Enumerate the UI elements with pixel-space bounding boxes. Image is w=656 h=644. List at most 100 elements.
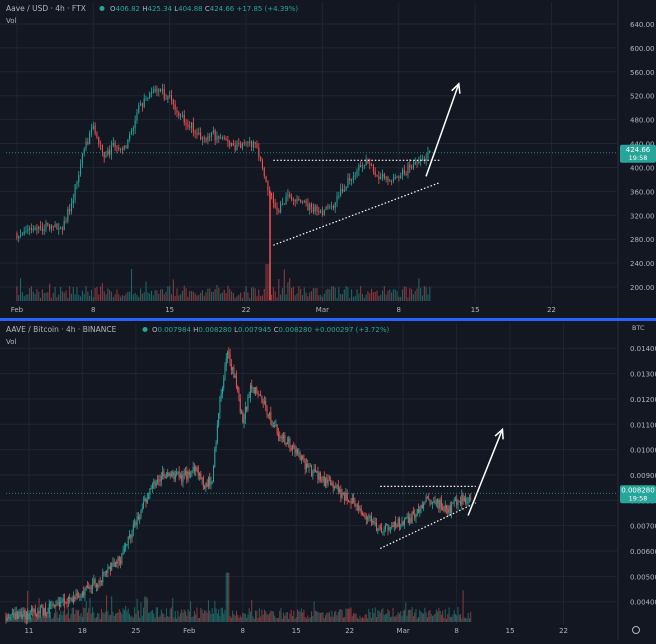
ohlc-part: 0.008280	[279, 326, 315, 334]
volume-bar	[319, 613, 321, 622]
candle-body	[299, 452, 301, 461]
volume-bar	[371, 288, 373, 301]
volume-bar	[346, 608, 348, 622]
volume-bar	[43, 609, 45, 622]
volume-bar	[192, 291, 194, 301]
volume-bar	[382, 608, 384, 622]
volume-bar	[418, 617, 420, 622]
volume-bar	[305, 618, 307, 622]
volume-bar	[242, 612, 244, 622]
volume-bar	[347, 287, 349, 301]
candle-body	[218, 135, 220, 139]
candle-body	[189, 126, 191, 128]
volume-bar	[218, 287, 220, 301]
volume-bar	[56, 297, 58, 301]
candle-body	[342, 493, 344, 494]
candle-body	[364, 516, 366, 518]
volume-bar	[258, 608, 260, 622]
candle-body	[183, 473, 185, 475]
candle-body	[200, 132, 202, 140]
candle-body	[407, 516, 409, 524]
support-line[interactable]	[379, 502, 476, 550]
candle-body	[287, 194, 289, 197]
volume-bar	[196, 295, 198, 301]
volume-bar	[285, 294, 287, 301]
volume-bar	[414, 291, 416, 301]
projection-arrow[interactable]	[425, 83, 460, 177]
candle-body	[225, 138, 227, 141]
candle-body	[97, 584, 99, 588]
candle-body	[140, 510, 142, 517]
candle-body	[34, 609, 36, 615]
volume-bar	[43, 292, 45, 301]
symbol-title[interactable]: Aave / USD · 4h · FTX	[6, 4, 86, 13]
volume-bar	[257, 618, 259, 622]
candle-body	[207, 136, 209, 141]
candle-body	[412, 511, 414, 515]
candle-body	[382, 531, 384, 533]
candle-body	[169, 474, 171, 476]
candle-body	[90, 587, 92, 589]
candle-body	[89, 133, 91, 145]
volume-bar	[373, 612, 375, 622]
candle-body	[332, 483, 334, 488]
candle-body	[280, 436, 282, 438]
volume-bar	[76, 610, 78, 622]
volume-bar	[252, 616, 254, 622]
volume-bar	[145, 281, 147, 301]
volume-bar	[281, 288, 284, 301]
candle-body	[301, 201, 304, 203]
candle-body	[225, 358, 227, 367]
candle-body	[187, 471, 189, 480]
volume-bar	[247, 292, 249, 301]
candle-body	[130, 131, 133, 135]
candle-body	[163, 89, 165, 99]
volume-bar	[94, 618, 96, 622]
volume-bar	[185, 611, 187, 622]
volume-bar	[374, 607, 376, 622]
volume-bar	[111, 596, 113, 622]
volume-bar	[146, 598, 148, 622]
volume-bar	[127, 291, 129, 301]
candle-body	[461, 494, 463, 505]
volume-bar	[446, 618, 448, 622]
ohlc-part: L	[174, 5, 178, 13]
volume-bar	[407, 610, 409, 622]
volume-bar	[41, 616, 43, 622]
candle-body	[131, 531, 133, 539]
volume-bar	[391, 292, 393, 301]
candle-body	[403, 169, 405, 175]
candle-body	[416, 162, 418, 164]
candle-body	[340, 488, 342, 498]
candle-body	[221, 137, 223, 139]
candle-body	[424, 501, 426, 505]
candle-body	[94, 125, 96, 134]
candle-body	[19, 611, 21, 616]
volume-bar	[360, 618, 362, 622]
candle-body	[376, 175, 378, 177]
candle-body	[83, 148, 85, 154]
projection-arrow[interactable]	[467, 429, 504, 516]
volume-bar	[286, 611, 288, 622]
volume-bar	[139, 617, 141, 622]
volume-bar	[116, 612, 118, 622]
volume-bar	[220, 608, 222, 622]
volume-bar	[241, 297, 243, 301]
candle-body	[319, 472, 321, 480]
volume-bar	[224, 609, 226, 622]
volume-bar	[331, 286, 333, 301]
volume-bar	[255, 610, 257, 622]
volume-bar	[169, 286, 171, 301]
pane-aave-btc[interactable]: 0.0040000.0050000.0060000.0070000.008000…	[0, 321, 656, 640]
candle-body	[426, 496, 428, 499]
symbol-title[interactable]: AAVE / Bitcoin · 4h · BINANCE	[6, 325, 117, 334]
volume-bar	[449, 616, 451, 622]
volume-bar	[448, 607, 450, 622]
settings-gear-icon[interactable]	[632, 626, 640, 634]
candle-body	[345, 492, 347, 501]
candle-body	[298, 199, 300, 200]
candle-body	[158, 89, 160, 92]
pane-aave-usd[interactable]: 200.00 240.00 280.00 320.00 360.00 400.00 440.…	[0, 0, 656, 318]
pane-divider[interactable]	[0, 318, 656, 321]
volume-bar	[36, 289, 38, 301]
